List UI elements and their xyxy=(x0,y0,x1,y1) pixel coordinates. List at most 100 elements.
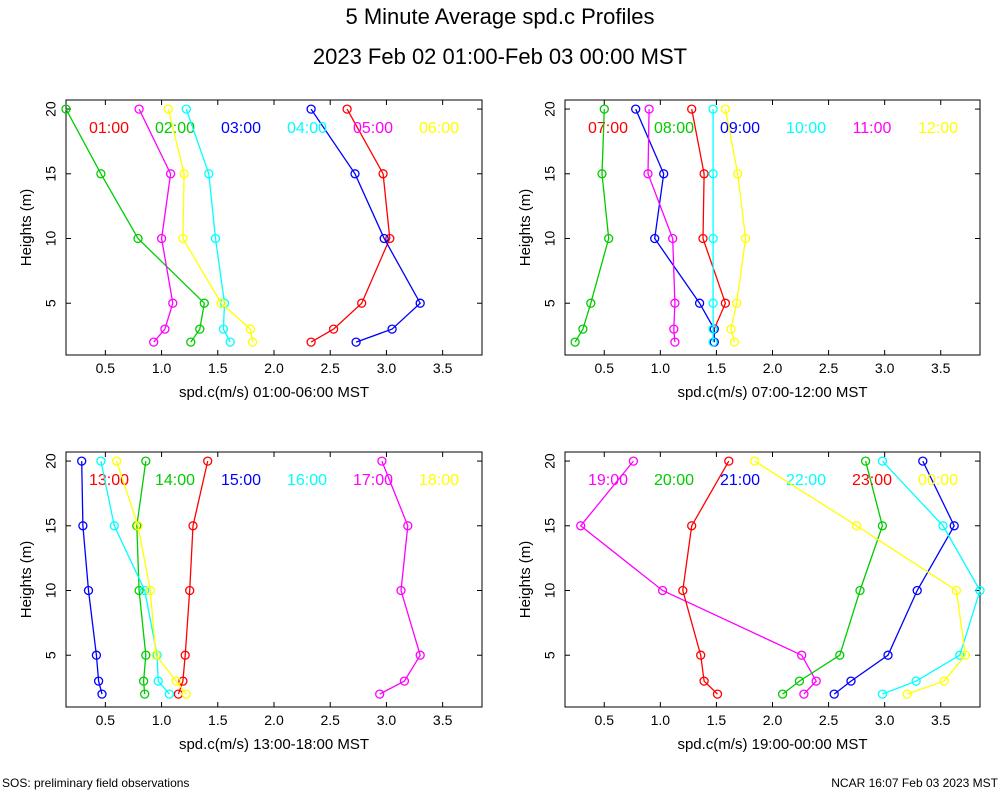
legend-label: 21:00 xyxy=(720,472,760,489)
plot-frame xyxy=(564,99,981,356)
data-point xyxy=(180,650,190,660)
data-point xyxy=(203,456,213,466)
y-tick-label: 15 xyxy=(43,518,59,534)
series-line xyxy=(100,460,170,695)
panel-1: 0.5 1.0 1.5 2.0 2.5 3.0 3.5 5 10 15 20 spd.c(m/s) 0… xyxy=(18,99,483,401)
data-point xyxy=(643,169,653,179)
data-point xyxy=(140,689,150,699)
y-tick-label: 5 xyxy=(43,299,59,307)
series-line xyxy=(647,109,676,343)
data-point xyxy=(650,233,660,244)
data-point xyxy=(578,324,588,334)
data-point xyxy=(687,104,697,114)
data-point xyxy=(396,585,406,596)
data-point xyxy=(724,456,734,466)
data-point xyxy=(181,689,191,699)
data-point xyxy=(133,521,143,531)
x-tick-label: 1.0 xyxy=(152,360,172,376)
data-point xyxy=(93,676,104,686)
x-tick-label: 1.0 xyxy=(651,360,671,376)
data-point xyxy=(576,521,586,531)
y-axis-label: Heights (m) xyxy=(517,189,534,267)
x-tick-label: 2.0 xyxy=(264,360,284,376)
data-point xyxy=(669,324,679,334)
plot-frame xyxy=(65,99,483,356)
data-point xyxy=(975,585,985,596)
series-0000 xyxy=(749,456,971,699)
series-1700 xyxy=(375,456,425,699)
data-point xyxy=(951,585,962,596)
data-point xyxy=(631,104,641,114)
data-point xyxy=(712,689,723,699)
data-point xyxy=(375,689,385,699)
data-point xyxy=(78,521,88,531)
data-point xyxy=(225,337,235,347)
series-line xyxy=(185,108,231,343)
data-point xyxy=(328,324,339,334)
data-point xyxy=(96,456,106,466)
data-point xyxy=(699,169,709,179)
x-tick-label: 3.0 xyxy=(377,712,397,728)
x-tick-label: 0.5 xyxy=(96,360,116,376)
series-line xyxy=(65,108,205,343)
data-point xyxy=(659,169,669,179)
data-point xyxy=(216,298,226,308)
data-point xyxy=(708,298,718,308)
y-tick-label: 20 xyxy=(542,453,558,469)
x-tick-label: 1.5 xyxy=(707,360,727,376)
legend-label: 13:00 xyxy=(89,472,129,489)
y-tick-label: 15 xyxy=(542,166,558,182)
chart-title: 5 Minute Average spd.c Profiles xyxy=(345,4,655,29)
x-tick-label: 2.0 xyxy=(763,712,783,728)
data-point xyxy=(740,233,751,244)
legend-label: 05:00 xyxy=(353,120,393,137)
series-1500 xyxy=(77,456,107,699)
y-tick-label: 10 xyxy=(542,583,558,599)
data-point xyxy=(91,650,102,660)
y-tick-label: 10 xyxy=(43,231,59,247)
x-tick-label: 3.0 xyxy=(875,712,895,728)
y-tick-label: 20 xyxy=(542,101,558,117)
data-point xyxy=(720,298,731,308)
data-point xyxy=(210,233,221,244)
data-point xyxy=(171,676,181,686)
x-tick-label: 0.5 xyxy=(96,712,116,728)
data-point xyxy=(357,298,367,308)
plot-frame xyxy=(65,451,483,708)
legend-label: 20:00 xyxy=(654,472,694,489)
data-point xyxy=(415,650,425,660)
series-line xyxy=(724,108,747,343)
y-axis-label: Heights (m) xyxy=(18,189,35,267)
series-line xyxy=(754,460,967,695)
data-point xyxy=(877,689,888,699)
data-point xyxy=(938,521,948,531)
data-point xyxy=(799,689,809,699)
data-point xyxy=(628,456,639,466)
data-point xyxy=(83,585,94,596)
data-point xyxy=(351,337,361,347)
y-tick-label: 15 xyxy=(542,518,558,534)
data-point xyxy=(687,521,697,531)
y-tick-label: 10 xyxy=(542,231,558,247)
data-point xyxy=(657,585,668,596)
data-point xyxy=(306,104,316,114)
data-point xyxy=(199,298,209,308)
series-line xyxy=(881,460,981,695)
legend-label: 19:00 xyxy=(588,472,628,489)
legend-label: 02:00 xyxy=(155,120,195,137)
data-point xyxy=(179,169,189,179)
data-point xyxy=(911,676,921,686)
data-point xyxy=(188,521,198,531)
legend-label: 01:00 xyxy=(89,120,129,137)
data-point xyxy=(61,104,71,114)
series-line xyxy=(310,108,422,343)
data-point xyxy=(794,676,805,686)
x-tick-label: 1.5 xyxy=(208,360,228,376)
series-1600 xyxy=(96,456,175,699)
data-point xyxy=(185,585,195,596)
series-0500 xyxy=(134,104,178,347)
data-point xyxy=(708,337,718,347)
series-line xyxy=(138,108,174,343)
x-tick-label: 2.5 xyxy=(819,712,839,728)
